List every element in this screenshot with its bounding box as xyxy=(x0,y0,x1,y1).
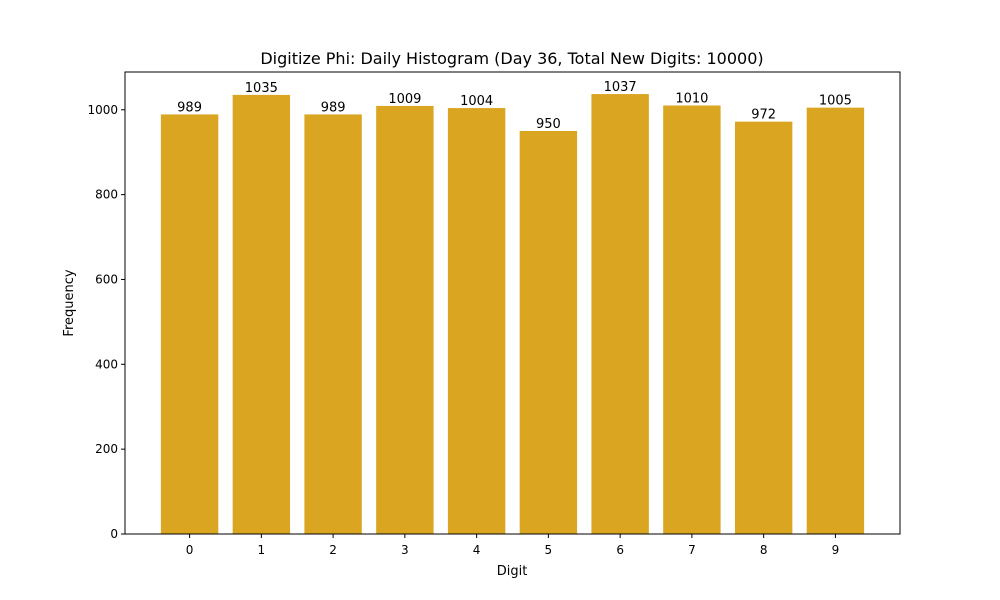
bar-value-label: 1009 xyxy=(388,92,421,107)
bar-digit-6 xyxy=(591,94,649,534)
bar-digit-8 xyxy=(734,121,793,535)
bar-digit-7 xyxy=(663,105,721,535)
bar-digit-2 xyxy=(304,114,362,534)
x-tick-label: 0 xyxy=(186,543,194,557)
y-tick-label: 400 xyxy=(95,357,118,371)
bar-digit-9 xyxy=(806,107,865,535)
bar-digit-3 xyxy=(376,105,434,534)
x-tick-label: 5 xyxy=(545,543,553,557)
y-tick-label: 600 xyxy=(95,272,118,286)
x-tick-label: 9 xyxy=(832,543,840,557)
x-axis-label: Digit xyxy=(497,564,528,579)
bar-value-label: 1010 xyxy=(675,92,708,107)
bar-value-label: 989 xyxy=(321,100,346,115)
bar-digit-0 xyxy=(160,114,219,534)
bar-value-label: 972 xyxy=(751,108,776,123)
bar-value-labels: 989 1035 989 1009 1004 950 1037 1010 972 1005 xyxy=(177,80,852,132)
y-tick-label: 1000 xyxy=(87,103,118,117)
bar-digit-5 xyxy=(519,130,578,534)
x-tick-label: 4 xyxy=(473,543,481,557)
bar-value-label: 1035 xyxy=(245,81,278,96)
y-tick-label: 800 xyxy=(95,188,118,202)
x-tick-label: 7 xyxy=(688,543,696,557)
x-tick-label: 8 xyxy=(760,543,768,557)
x-axis: 0 1 2 3 4 5 6 7 8 9 xyxy=(186,534,839,557)
bar-value-label: 950 xyxy=(536,117,561,132)
bar-digit-1 xyxy=(232,94,291,534)
x-tick-label: 1 xyxy=(258,543,266,557)
bar-digit-4 xyxy=(447,108,506,534)
y-axis-label: Frequency xyxy=(62,269,77,336)
bar-value-label: 1037 xyxy=(604,80,637,95)
y-tick-label: 0 xyxy=(110,527,118,541)
bar-value-label: 989 xyxy=(177,100,202,115)
y-tick-label: 200 xyxy=(95,442,118,456)
bars-group xyxy=(160,94,865,535)
bar-value-label: 1004 xyxy=(460,94,493,109)
x-tick-label: 6 xyxy=(616,543,624,557)
bar-value-label: 1005 xyxy=(819,94,852,109)
y-axis: 0 200 400 600 800 1000 xyxy=(87,103,125,541)
x-tick-label: 2 xyxy=(329,543,337,557)
chart-title: Digitize Phi: Daily Histogram (Day 36, T… xyxy=(260,49,763,68)
x-tick-label: 3 xyxy=(401,543,409,557)
plot-frame xyxy=(124,71,901,535)
